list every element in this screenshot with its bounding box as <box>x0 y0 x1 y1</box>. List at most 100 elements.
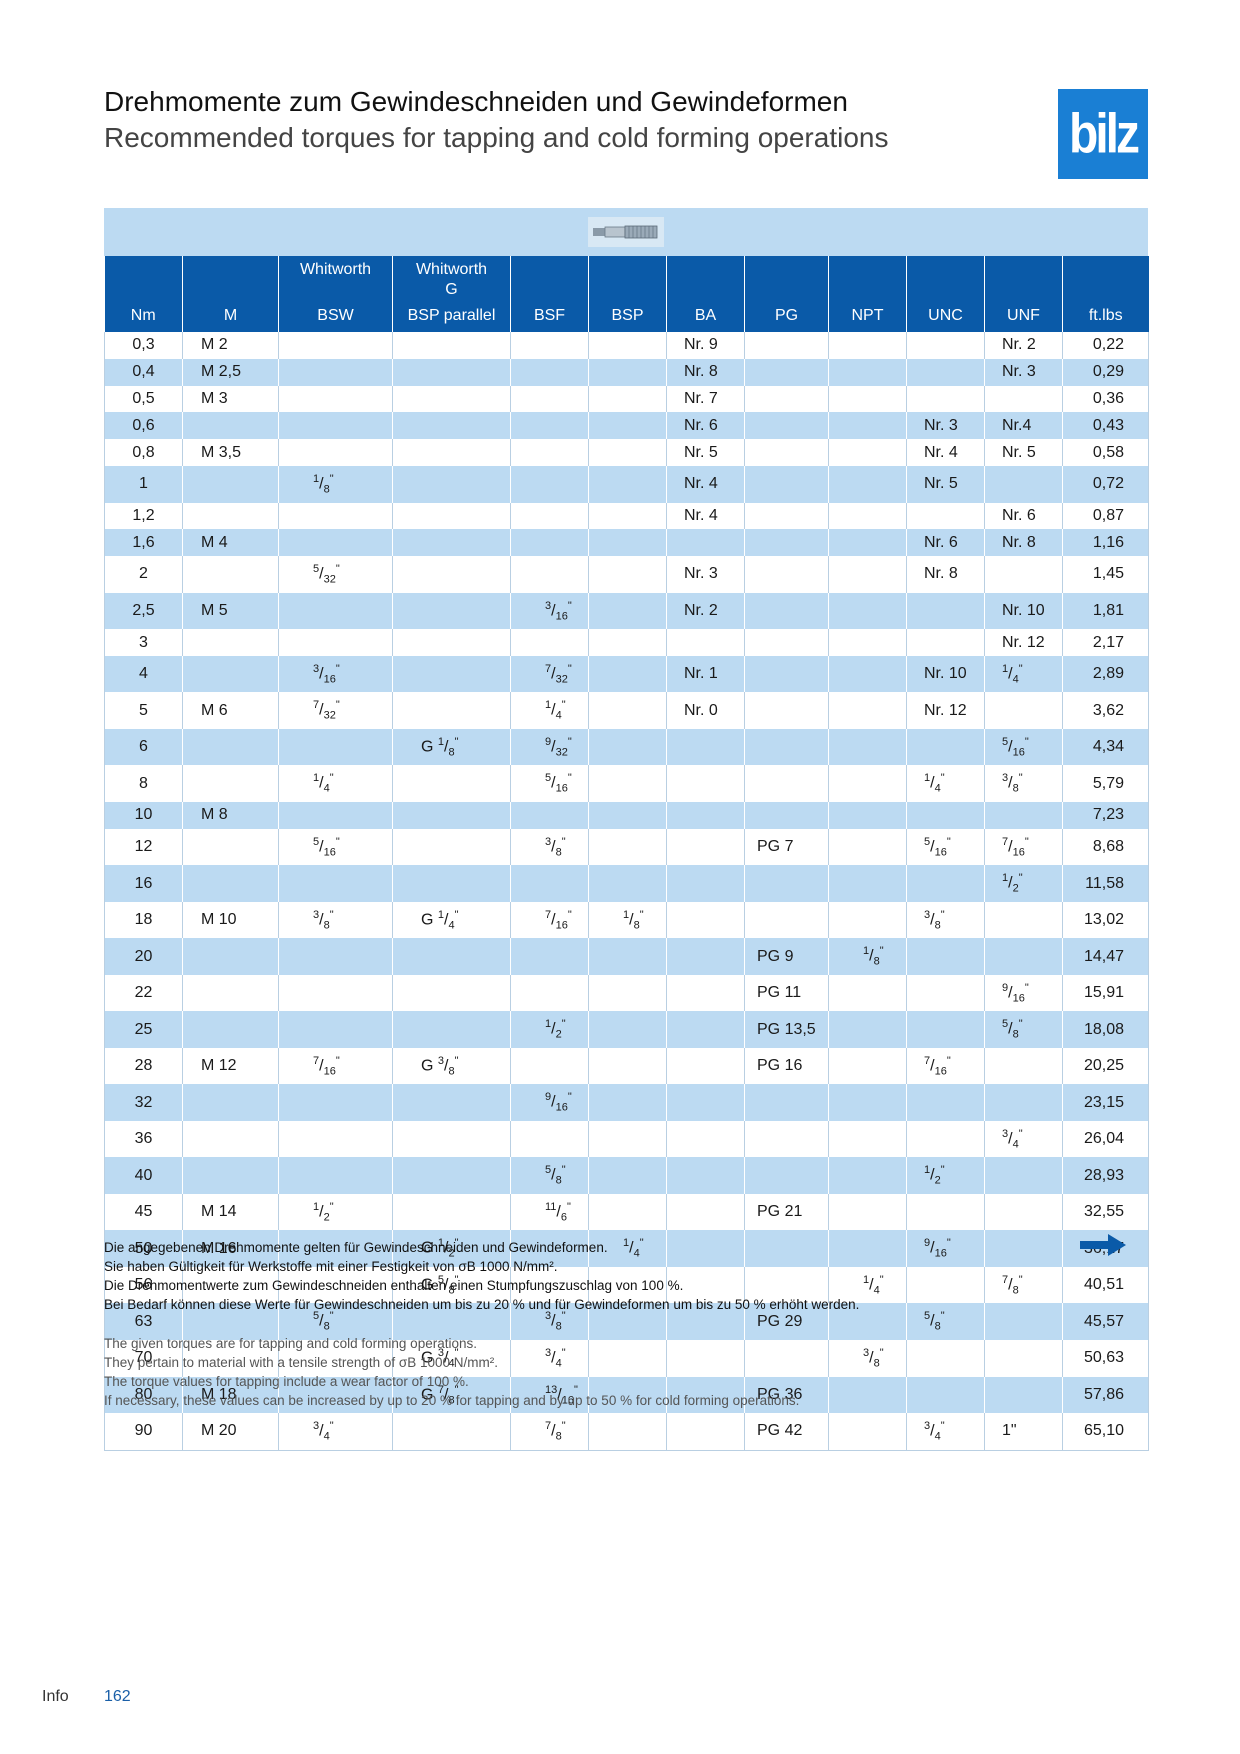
table-cell <box>744 1266 829 1304</box>
table-cell: 0,36 <box>1062 385 1149 413</box>
table-cell: 80 <box>104 1376 183 1414</box>
table-cell: Nr. 4 <box>666 502 745 530</box>
table-cell <box>588 1084 667 1121</box>
table-cell: M 6 <box>182 692 279 729</box>
table-cell: 13/16" <box>510 1376 589 1414</box>
table-cell <box>666 801 745 829</box>
table-cell <box>510 529 589 557</box>
table-cell: 28,93 <box>1062 1157 1149 1194</box>
table-cell: M 3 <box>182 385 279 413</box>
table-cell: 0,22 <box>1062 332 1149 359</box>
table-cell: 7/16" <box>906 1047 985 1085</box>
table-cell <box>392 465 511 503</box>
table-cell: Nr. 8 <box>666 358 745 386</box>
table-cell: 18,08 <box>1062 1011 1149 1048</box>
table-row: 3 Nr. 12 2,17 <box>104 629 1149 656</box>
table-cell: Nr. 10 <box>906 655 985 693</box>
table-cell <box>392 592 511 630</box>
page-number: 162 <box>104 1688 131 1705</box>
table-cell <box>588 974 667 1012</box>
table-cell <box>744 502 829 530</box>
table-cell <box>828 828 907 866</box>
table-cell: 32,55 <box>1062 1193 1149 1231</box>
table-cell <box>510 1266 589 1304</box>
table-row: 12 5/16" 3/8" PG 7 5/16" 7/16" 8,68 <box>104 828 1149 866</box>
table-cell <box>828 1047 907 1085</box>
table-cell <box>828 629 907 656</box>
table-cell <box>588 1047 667 1085</box>
table-cell: 0,5 <box>104 385 183 413</box>
table-cell <box>828 1230 907 1267</box>
table-cell <box>182 974 279 1012</box>
table-cell <box>744 556 829 593</box>
table-cell <box>666 1157 745 1194</box>
table-cell <box>392 1120 511 1158</box>
table-cell <box>984 1303 1063 1340</box>
column-header-bottom: BSP parallel <box>407 307 496 324</box>
table-cell: 9/32" <box>510 728 589 766</box>
table-cell: 50 <box>104 1230 183 1267</box>
table-cell: 50,63 <box>1062 1340 1149 1377</box>
table-cell: M 18 <box>182 1376 279 1414</box>
table-cell: 1/2" <box>906 1157 985 1194</box>
table-cell <box>588 801 667 829</box>
table-cell <box>666 1011 745 1048</box>
table-cell: 5/16" <box>984 728 1063 766</box>
table-cell: 7/8" <box>984 1266 1063 1304</box>
table-cell <box>182 1120 279 1158</box>
column-header-bottom: UNC <box>928 307 963 324</box>
note-line: They pertain to material with a tensile … <box>104 1355 499 1370</box>
table-cell <box>588 692 667 729</box>
table-cell: Nr. 8 <box>984 529 1063 557</box>
table-cell <box>278 1120 393 1158</box>
table-cell <box>906 629 985 656</box>
arrow-right-icon <box>1080 1234 1126 1256</box>
table-row: 70 G 3/4" 3/4" 3/8" 50,63 <box>104 1340 1149 1377</box>
table-cell: M 5 <box>182 592 279 630</box>
table-row: 0,8 M 3,5 Nr. 5 Nr. 4 Nr. 5 0,58 <box>104 439 1149 466</box>
table-cell: 20,25 <box>1062 1047 1149 1085</box>
table-cell: 11,58 <box>1062 865 1149 902</box>
column-header-top: Whitworth G <box>415 261 488 298</box>
table-cell: PG 29 <box>744 1303 829 1340</box>
table-cell: 5,79 <box>1062 765 1149 802</box>
column-header-bottom: Nm <box>130 307 156 324</box>
table-cell <box>984 692 1063 729</box>
table-cell <box>984 1340 1063 1377</box>
column-header-bottom: UNF <box>1007 307 1040 324</box>
title-english: Recommended torques for tapping and cold… <box>104 122 889 153</box>
table-cell <box>392 1084 511 1121</box>
table-cell: 5/8" <box>906 1303 985 1340</box>
table-cell: 20 <box>104 938 183 975</box>
table-cell <box>392 1193 511 1231</box>
table-cell <box>392 655 511 693</box>
table-cell <box>392 1157 511 1194</box>
table-cell <box>510 1230 589 1267</box>
table-cell <box>666 765 745 802</box>
table-cell: 3/8" <box>510 1303 589 1340</box>
table-cell: 3/8" <box>278 901 393 939</box>
column-header-bottom: BSP <box>611 307 644 324</box>
table-cell: G 7/8" <box>392 1376 511 1414</box>
table-cell: 5/16" <box>510 765 589 802</box>
table-cell <box>182 556 279 593</box>
table-cell <box>906 385 985 413</box>
table-cell <box>588 439 667 466</box>
note-line: Die Drehmomentwerte zum Gewindeschneiden… <box>104 1278 684 1293</box>
column-header-top: Whitworth <box>299 261 372 278</box>
table-cell <box>182 1157 279 1194</box>
table-cell: 7/16" <box>984 828 1063 866</box>
table-cell <box>588 332 667 359</box>
table-cell: 0,3 <box>104 332 183 359</box>
table-cell: 3/8" <box>906 901 985 939</box>
table-row: 10 M 8 7,23 <box>104 801 1149 829</box>
table-cell <box>182 412 279 440</box>
table-cell <box>588 1340 667 1377</box>
table-cell: 12 <box>104 828 183 866</box>
table-cell <box>744 358 829 386</box>
table-cell: Nr. 5 <box>984 439 1063 466</box>
table-cell <box>666 1413 745 1451</box>
table-cell: 5/8" <box>278 1303 393 1340</box>
table-cell <box>906 1266 985 1304</box>
table-cell <box>182 629 279 656</box>
